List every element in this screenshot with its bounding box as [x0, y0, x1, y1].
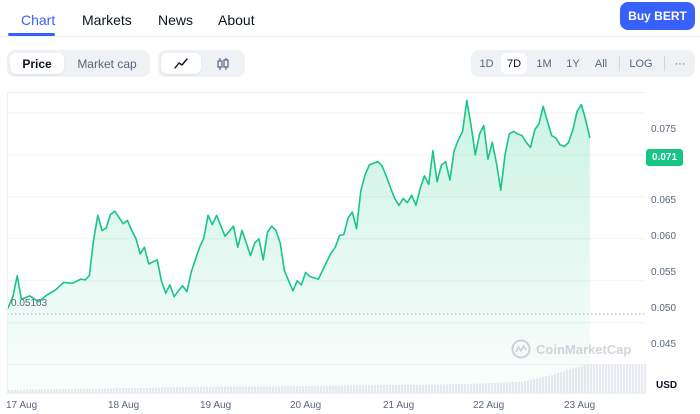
more-options-button[interactable]: ···: [674, 57, 686, 70]
y-tick-label: 0.060: [651, 231, 677, 242]
volume-bar: [605, 364, 608, 394]
tab-chart[interactable]: Chart: [21, 12, 56, 28]
tab-news[interactable]: News: [158, 12, 194, 28]
price-line: [6, 99, 591, 311]
range-1y[interactable]: 1Y: [566, 57, 580, 70]
baseline-price-label: 0.05103: [11, 298, 48, 309]
top-nav: Chart Markets News About Buy BERT: [0, 0, 700, 38]
x-tick-label: 23 Aug: [564, 400, 596, 411]
volume-bar: [632, 364, 635, 394]
tab-markets[interactable]: Markets: [82, 12, 132, 28]
price-chart[interactable]: [0, 88, 700, 414]
volume-bar: [617, 364, 620, 394]
volume-bar: [629, 364, 632, 394]
y-tick-label: 0.050: [651, 303, 677, 314]
volume-bar: [635, 364, 638, 394]
candlestick-icon: [217, 57, 229, 70]
x-tick-label: 19 Aug: [200, 400, 232, 411]
volume-bar: [626, 364, 629, 394]
chart-style-toggle: [158, 50, 245, 77]
currency-label: USD: [656, 380, 678, 391]
price-area-fill: [7, 100, 590, 395]
volume-bar: [620, 364, 623, 394]
price-marketcap-toggle: Price Market cap: [7, 50, 150, 77]
volume-bar: [641, 364, 644, 394]
x-tick-label: 22 Aug: [473, 400, 505, 411]
log-scale-toggle[interactable]: LOG: [629, 57, 653, 70]
x-tick-label: 21 Aug: [383, 400, 415, 411]
range-7d[interactable]: 7D: [501, 53, 527, 74]
buy-button[interactable]: Buy BERT: [620, 2, 695, 30]
y-tick-label: 0.045: [651, 339, 677, 350]
price-option[interactable]: Price: [10, 53, 64, 74]
volume-bar: [596, 364, 599, 394]
volume-bar: [638, 364, 641, 394]
watermark-text: CoinMarketCap: [536, 341, 632, 357]
y-tick-label: 0.065: [651, 195, 677, 206]
coinmarketcap-logo-icon: [511, 339, 531, 359]
volume-bar: [608, 364, 611, 394]
range-divider: [664, 56, 665, 71]
volume-bar: [644, 364, 647, 394]
current-price-tag: 0.071: [646, 149, 683, 166]
candlestick-button[interactable]: [203, 53, 243, 74]
time-range-selector: 1D 7D 1M 1Y All LOG ···: [471, 50, 695, 77]
range-divider: [619, 56, 620, 71]
volume-bar: [614, 364, 617, 394]
tab-about[interactable]: About: [218, 12, 255, 28]
range-1d[interactable]: 1D: [479, 57, 494, 70]
y-tick-label: 0.055: [651, 267, 677, 278]
volume-bar: [611, 364, 614, 394]
active-tab-indicator: [8, 33, 55, 36]
volume-bar: [593, 364, 596, 394]
volume-bar: [623, 364, 626, 394]
x-tick-label: 20 Aug: [290, 400, 322, 411]
range-1m[interactable]: 1M: [536, 57, 552, 70]
coinmarketcap-watermark: CoinMarketCap: [511, 339, 631, 359]
market-cap-option[interactable]: Market cap: [77, 56, 137, 71]
line-chart-button[interactable]: [161, 53, 201, 74]
volume-bar: [602, 364, 605, 394]
x-tick-label: 18 Aug: [108, 400, 140, 411]
y-tick-label: 0.075: [651, 124, 677, 135]
x-tick-label: 17 Aug: [6, 400, 38, 411]
nav-divider: [0, 36, 700, 37]
range-all[interactable]: All: [594, 57, 608, 70]
line-chart-icon: [174, 57, 188, 69]
volume-bar: [599, 364, 602, 394]
volume-bar: [590, 364, 593, 394]
